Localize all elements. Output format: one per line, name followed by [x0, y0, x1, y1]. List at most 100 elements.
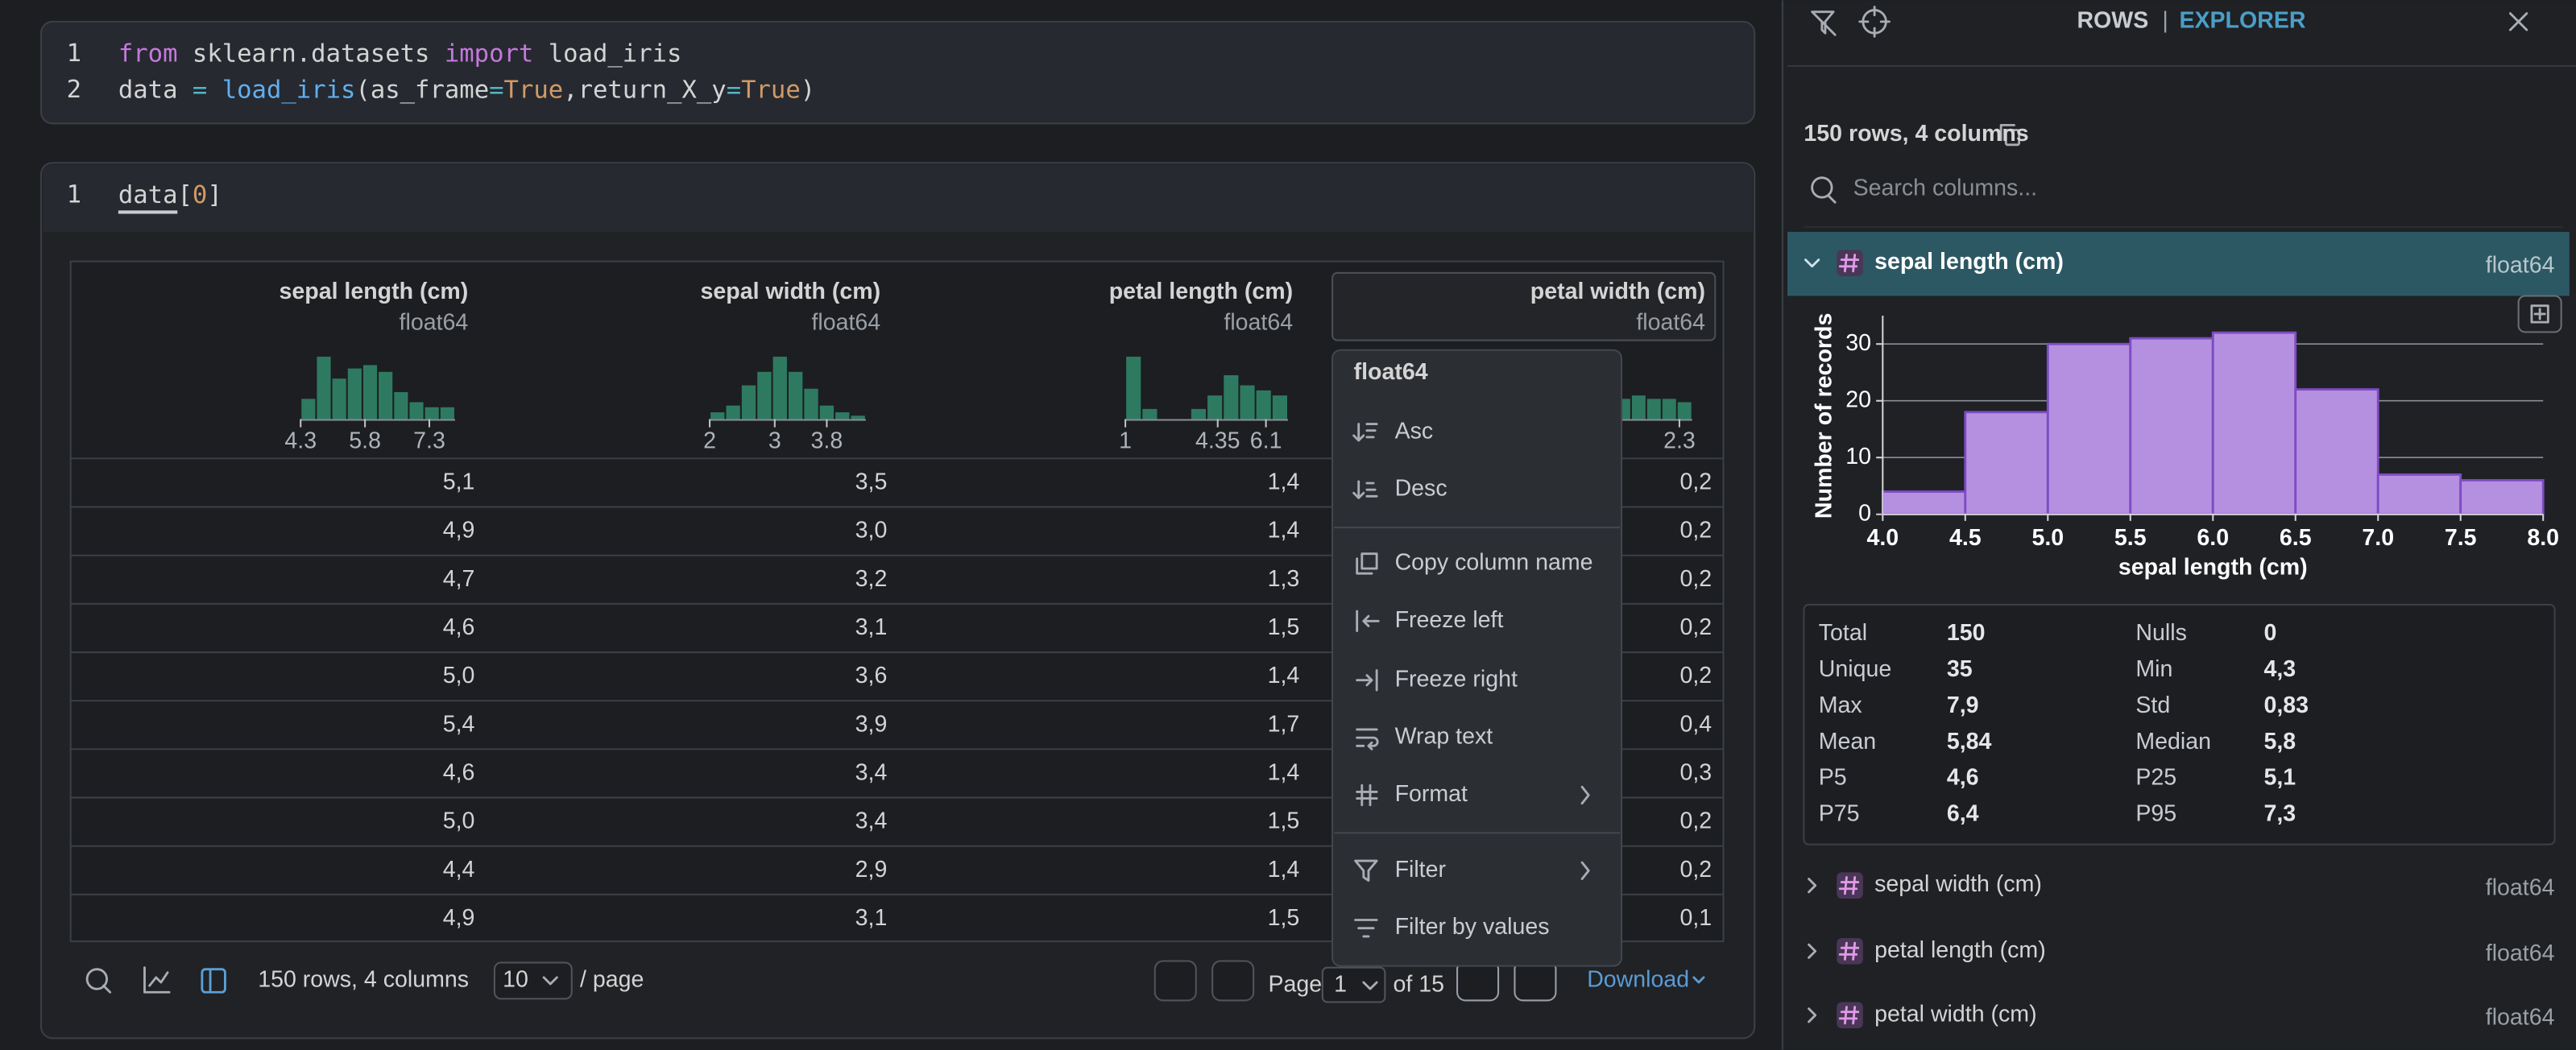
column-name[interactable]: petal width (cm) — [1874, 1001, 2036, 1027]
tab-separator: | — [2162, 7, 2168, 33]
y-tick-label: 0 — [1858, 500, 1871, 526]
menu-item[interactable]: Freeze left — [1395, 607, 1504, 633]
stat-value: 0,83 — [2263, 692, 2309, 718]
page-button[interactable] — [1153, 960, 1197, 1002]
histogram-bar — [772, 356, 787, 420]
code-token: (as_frame — [355, 76, 489, 104]
page-button[interactable] — [1456, 960, 1500, 1002]
histogram-bar — [440, 407, 454, 420]
histogram-bar — [2046, 342, 2132, 516]
panel-icon[interactable] — [201, 968, 226, 994]
cell: 1,4 — [1268, 518, 1300, 544]
column-name[interactable]: petal length (cm) — [1874, 937, 2046, 963]
cell: 0,2 — [1680, 614, 1713, 640]
tick-label: 7.3 — [413, 428, 445, 454]
y-tick-label: 20 — [1845, 387, 1871, 412]
close-icon[interactable] — [2508, 12, 2528, 31]
column-dtype: float64 — [1636, 310, 1705, 336]
page-size-select[interactable] — [493, 961, 573, 1000]
tab[interactable]: ROWS — [2077, 7, 2148, 33]
submenu-arrow — [1580, 785, 1590, 805]
chart-icon[interactable] — [143, 966, 171, 994]
locate-icon[interactable] — [1858, 6, 1891, 38]
code-cell[interactable] — [39, 20, 1756, 125]
menu-item[interactable]: Asc — [1395, 418, 1434, 444]
code-line: from sklearn.datasets import load_iris — [118, 39, 682, 68]
histogram-bar — [347, 368, 362, 420]
column-name[interactable]: sepal width (cm) — [701, 279, 881, 304]
cell: 0,1 — [1680, 905, 1713, 931]
line-number: 1 — [67, 39, 81, 68]
histogram-bar — [1207, 395, 1223, 420]
copy-icon[interactable] — [1999, 123, 2021, 147]
panel-layer: ROWS | EXPLORER 150 rows, 4 columns Search c… — [1804, 7, 2559, 1030]
histogram-bar — [1191, 408, 1207, 420]
stat-label: Median — [2135, 729, 2211, 754]
menu-icon — [1352, 480, 1378, 499]
cell: 2,9 — [855, 857, 888, 883]
type-badge — [1837, 250, 1863, 277]
chevron[interactable] — [1808, 943, 1817, 959]
type-badge — [1837, 872, 1863, 899]
page-button[interactable] — [1211, 960, 1255, 1002]
cell: 1,4 — [1268, 469, 1300, 495]
page-count: of 15 — [1394, 972, 1445, 998]
page-select[interactable] — [1321, 966, 1386, 1003]
cell: 1,3 — [1268, 566, 1300, 592]
column-name: sepal length (cm) — [1874, 249, 2064, 275]
column-dtype: float64 — [2486, 1004, 2555, 1030]
chevron[interactable] — [1808, 1007, 1817, 1023]
y-tick-label: 30 — [1845, 330, 1871, 356]
code-token: 0 — [193, 181, 207, 209]
column-name[interactable]: sepal width (cm) — [1874, 871, 2042, 897]
histogram-bar — [1126, 356, 1141, 420]
menu-item[interactable]: Wrap text — [1395, 724, 1493, 750]
cell: 0,2 — [1680, 566, 1713, 592]
page-label: Page — [1269, 972, 1323, 998]
menu-item[interactable]: Filter — [1395, 857, 1447, 883]
column-name[interactable]: petal width (cm) — [1530, 279, 1705, 304]
histogram-bar — [1881, 490, 1967, 516]
stat-value: 4,6 — [1947, 765, 1979, 791]
histogram-bar — [757, 371, 772, 420]
x-tick-label: 7.0 — [2362, 525, 2394, 551]
stat-value: 4,3 — [2263, 656, 2296, 682]
cell: 1,7 — [1268, 711, 1300, 737]
selected-column-header[interactable] — [1787, 231, 2570, 296]
menu-title: float64 — [1354, 359, 1428, 385]
cell: 3,2 — [855, 566, 888, 592]
column-header-active[interactable] — [1331, 271, 1717, 341]
filter-off-icon[interactable] — [1811, 10, 1837, 36]
menu-item[interactable]: Freeze right — [1395, 666, 1518, 692]
column-dtype: float64 — [2486, 252, 2555, 278]
cell: 3,4 — [855, 808, 888, 834]
tab[interactable]: EXPLORER — [2179, 7, 2305, 33]
column-dtype: float64 — [811, 310, 880, 336]
x-tick-label: 6.5 — [2280, 525, 2312, 551]
menu-item[interactable]: Filter by values — [1395, 914, 1550, 940]
cell: 3,1 — [855, 614, 888, 640]
page-button[interactable] — [1514, 960, 1557, 1002]
code-token: data — [118, 181, 178, 209]
cell: 0,3 — [1680, 760, 1713, 786]
side-panel — [1782, 0, 2576, 1050]
search-input[interactable]: Search columns... — [1853, 175, 2037, 200]
menu-item[interactable]: Format — [1395, 781, 1468, 807]
column-name[interactable]: sepal length (cm) — [280, 279, 469, 304]
add-icon — [2530, 304, 2549, 324]
code-token: True — [741, 76, 801, 104]
menu-item[interactable]: Copy column name — [1395, 549, 1593, 575]
x-axis-label: sepal length (cm) — [2118, 555, 2308, 581]
histogram-bar — [2294, 388, 2379, 516]
row-summary: 150 rows, 4 columns — [258, 967, 469, 993]
search-icon[interactable] — [85, 968, 108, 990]
menu-icon — [1354, 919, 1378, 938]
download-button[interactable]: Download — [1587, 967, 1689, 993]
chevron[interactable] — [1808, 878, 1817, 894]
menu-item[interactable]: Desc — [1395, 476, 1447, 502]
column-name[interactable]: petal length (cm) — [1109, 279, 1293, 304]
stat-label: P75 — [1819, 801, 1860, 827]
cell: 0,4 — [1680, 711, 1713, 737]
y-tick-label: 10 — [1845, 444, 1871, 469]
